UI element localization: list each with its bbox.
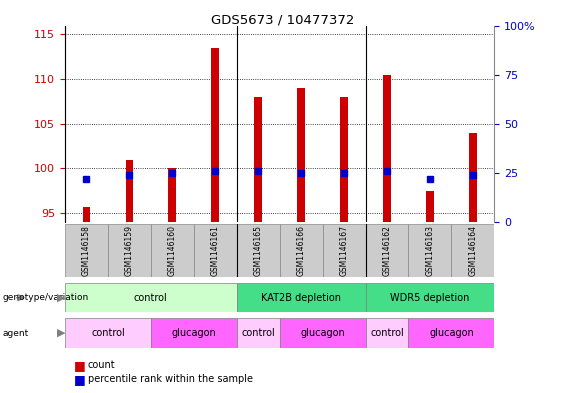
Bar (237, 283, 366, 312)
Bar (366, 224, 408, 277)
Bar (451, 224, 494, 277)
Text: control: control (370, 328, 404, 338)
Bar (65, 318, 151, 348)
Bar (408, 224, 451, 277)
Text: glucagon: glucagon (171, 328, 216, 338)
Bar (280, 224, 323, 277)
Text: control: control (134, 293, 168, 303)
Bar (254, 97, 262, 222)
Text: GSM1146166: GSM1146166 (297, 225, 306, 276)
Bar (211, 48, 219, 222)
Bar (383, 75, 391, 222)
Text: control: control (241, 328, 275, 338)
Bar (237, 224, 280, 277)
Bar (280, 318, 366, 348)
Text: agent: agent (3, 329, 29, 338)
Text: ▶: ▶ (56, 328, 66, 338)
Text: percentile rank within the sample: percentile rank within the sample (88, 374, 253, 384)
Bar (82, 207, 90, 222)
Bar (366, 283, 494, 312)
Bar (168, 169, 176, 222)
Bar (65, 283, 237, 312)
Text: GSM1146161: GSM1146161 (211, 225, 220, 276)
Bar (108, 224, 151, 277)
Bar (194, 224, 237, 277)
Bar (323, 224, 366, 277)
Bar (469, 133, 477, 222)
Text: genotype/variation: genotype/variation (3, 293, 89, 302)
Bar (65, 224, 108, 277)
Text: ▶: ▶ (56, 293, 66, 303)
Text: control: control (91, 328, 125, 338)
Text: GSM1146164: GSM1146164 (468, 225, 477, 276)
Bar (151, 224, 194, 277)
Text: glucagon: glucagon (300, 328, 345, 338)
Text: GSM1146158: GSM1146158 (82, 225, 91, 276)
Text: GSM1146167: GSM1146167 (340, 225, 349, 276)
Text: ■: ■ (73, 373, 85, 386)
Bar (366, 318, 408, 348)
Bar (297, 88, 305, 222)
Text: count: count (88, 360, 115, 371)
Text: GSM1146163: GSM1146163 (425, 225, 434, 276)
Text: GDS5673 / 10477372: GDS5673 / 10477372 (211, 14, 354, 27)
Bar (125, 160, 133, 222)
Bar (151, 318, 237, 348)
Text: ■: ■ (73, 359, 85, 372)
Bar (340, 97, 348, 222)
Text: glucagon: glucagon (429, 328, 474, 338)
Text: GSM1146162: GSM1146162 (383, 225, 392, 276)
Bar (426, 191, 434, 222)
Text: GSM1146159: GSM1146159 (125, 225, 134, 276)
Bar (408, 318, 494, 348)
Text: GSM1146160: GSM1146160 (168, 225, 177, 276)
Text: WDR5 depletion: WDR5 depletion (390, 293, 470, 303)
Text: GSM1146165: GSM1146165 (254, 225, 263, 276)
Bar (237, 318, 280, 348)
Text: KAT2B depletion: KAT2B depletion (261, 293, 341, 303)
